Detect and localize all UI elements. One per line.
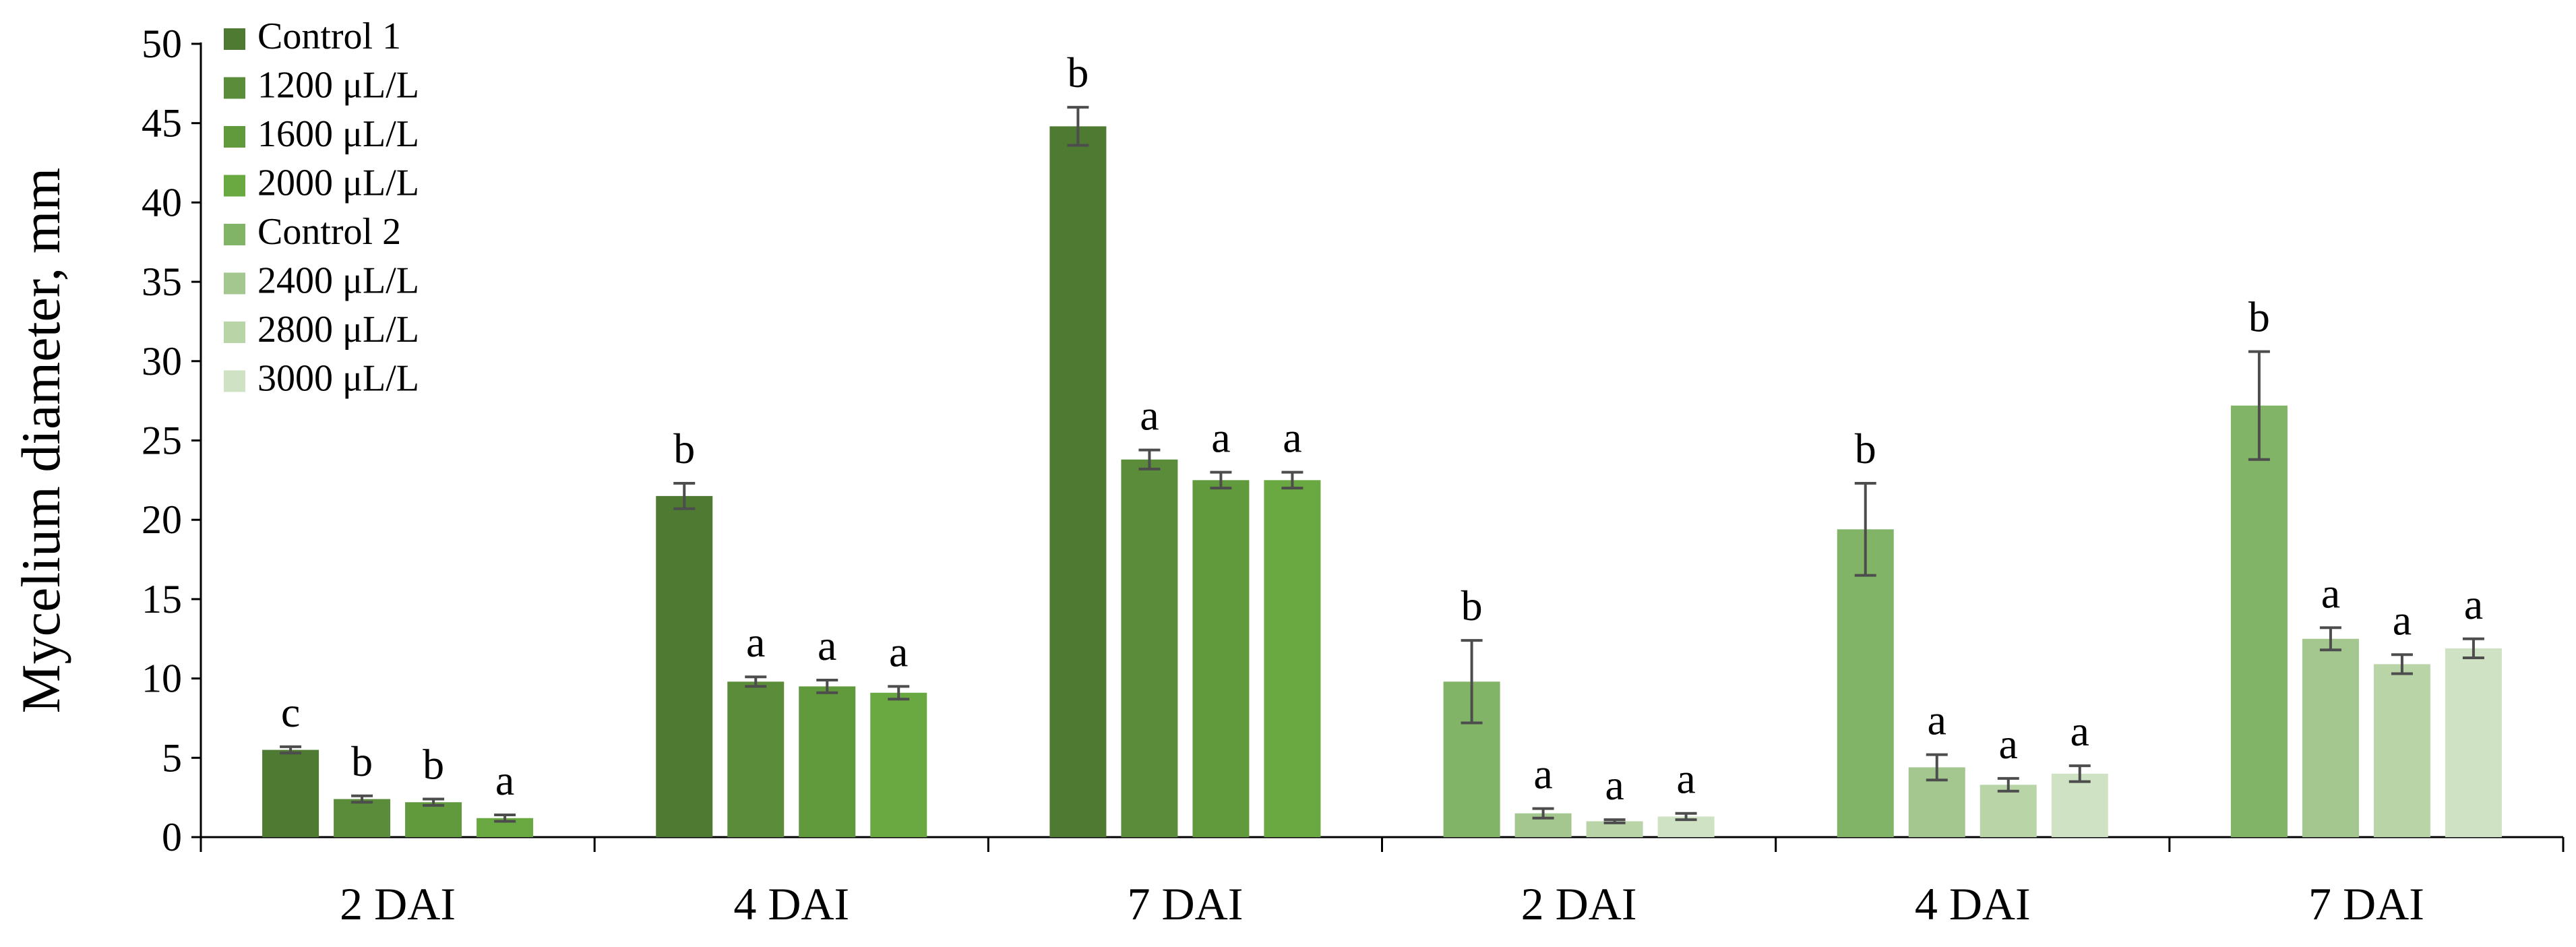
x-category-label: 7 DAI [2308, 878, 2424, 929]
significance-letter: a [1211, 414, 1230, 462]
bar [1837, 529, 1894, 837]
significance-letter: a [2464, 580, 2483, 628]
significance-letter: a [495, 756, 514, 804]
y-axis-title: Mycelium diameter, mm [10, 168, 71, 714]
y-tick-label: 25 [142, 419, 182, 463]
y-tick-label: 30 [142, 339, 182, 384]
legend-label: Control 2 [257, 211, 401, 253]
bar [1121, 459, 1178, 837]
significance-letter: a [2321, 569, 2340, 617]
significance-letter: a [1283, 414, 1301, 462]
significance-letter: a [2393, 596, 2412, 644]
legend-label: 3000 μL/L [257, 358, 419, 400]
x-category-label: 4 DAI [733, 878, 849, 929]
x-category-label: 7 DAI [1127, 878, 1243, 929]
significance-letter: b [1067, 49, 1088, 96]
significance-letter: b [673, 425, 695, 472]
x-category-label: 2 DAI [1521, 878, 1637, 929]
legend-swatch [224, 370, 245, 392]
bar [1980, 785, 2037, 837]
significance-letter: b [1461, 582, 1483, 630]
bar [727, 681, 785, 837]
bar [2445, 648, 2502, 837]
y-tick-label: 5 [162, 735, 182, 780]
legend: Control 1 1200 μL/L 1600 μL/L 2000 μL/L Cont… [224, 16, 419, 400]
significance-letter: a [1140, 392, 1159, 439]
labels: 2 DAI c b b a 4 DAI b a a a 7 DAI b a a a 2 DAI b a a a 4 DA… [281, 49, 2483, 929]
significance-letter: a [1605, 761, 1624, 809]
bar [656, 495, 713, 837]
significance-letter: c [281, 688, 300, 736]
significance-letter: b [351, 737, 373, 785]
bar [1049, 126, 1107, 838]
significance-letter: b [423, 741, 444, 789]
y-tick-label: 20 [142, 497, 182, 542]
bar [334, 799, 391, 837]
significance-letter: b [1855, 425, 1876, 472]
bar [2373, 664, 2430, 837]
legend-swatch [224, 126, 245, 148]
significance-letter: a [1999, 720, 2018, 768]
significance-letter: a [746, 618, 765, 666]
y-tick-label: 10 [142, 656, 182, 701]
legend-swatch [224, 77, 245, 99]
bar [262, 750, 319, 837]
y-tick-label: 35 [142, 259, 182, 304]
y-tick-label: 40 [142, 180, 182, 224]
legend-swatch [224, 28, 245, 50]
y-tick-label: 45 [142, 101, 182, 146]
bar [799, 686, 856, 837]
y-tick-label: 0 [162, 815, 182, 859]
x-category-label: 4 DAI [1915, 878, 2031, 929]
x-category-label: 2 DAI [340, 878, 456, 929]
significance-letter: a [889, 628, 908, 675]
legend-label: Control 1 [257, 16, 401, 57]
bar [1264, 480, 1321, 837]
bar [1586, 821, 1643, 837]
significance-letter: a [818, 621, 836, 669]
legend-swatch [224, 272, 245, 295]
bar [2051, 773, 2108, 837]
legend-label: 1200 μL/L [257, 65, 419, 106]
legend-label: 2800 μL/L [257, 309, 419, 350]
significance-letter: a [1928, 696, 1946, 744]
bar [405, 802, 462, 837]
bars [262, 106, 2502, 838]
bar [2302, 638, 2359, 837]
axes: 0 5 10 15 20 25 30 35 40 45 50 Mycelium diameter, m… [10, 22, 2565, 859]
legend-label: 1600 μL/L [257, 113, 419, 155]
significance-letter: a [2071, 707, 2089, 755]
significance-letter: a [1533, 750, 1552, 798]
y-tick-label: 15 [142, 577, 182, 621]
bar [1192, 480, 1250, 837]
legend-swatch [224, 175, 245, 197]
legend-label: 2000 μL/L [257, 162, 419, 204]
bar [2230, 405, 2288, 837]
legend-swatch [224, 224, 245, 245]
bar [870, 692, 927, 837]
legend-label: 2400 μL/L [257, 260, 419, 302]
y-tick-label: 50 [142, 22, 182, 66]
significance-letter: b [2248, 293, 2270, 341]
significance-letter: a [1676, 755, 1695, 803]
legend-swatch [224, 322, 245, 343]
